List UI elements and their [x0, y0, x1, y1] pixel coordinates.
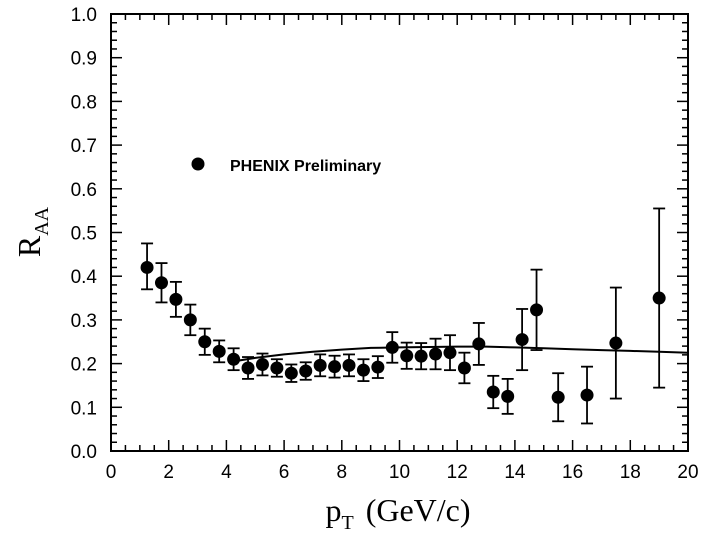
y-tick-label: 1.0 [71, 5, 97, 26]
y-tick-label: 0.8 [71, 92, 97, 113]
data-point [385, 340, 399, 354]
ticks [110, 13, 689, 452]
data-point [154, 276, 168, 290]
y-tick-label: 0.0 [71, 442, 97, 463]
y-tick-label: 0.6 [71, 180, 97, 201]
svg-text:pT(GeV/c): pT (GeV/c) [325, 492, 470, 534]
data-point [443, 346, 457, 360]
data-point [515, 333, 529, 347]
x-tick-label: 20 [677, 462, 698, 483]
x-tick-label: 8 [337, 462, 348, 483]
x-axis-title-rest: (GeV/c) [366, 492, 471, 528]
x-tick-label: 2 [163, 462, 174, 483]
data-point [414, 349, 428, 363]
y-tick-label: 0.3 [71, 311, 97, 332]
data-point [551, 390, 565, 404]
y-axis-title-sub: AA [31, 206, 53, 235]
x-tick-label: 4 [221, 462, 232, 483]
data-point [652, 291, 666, 305]
data-point [342, 358, 356, 372]
data-point [169, 292, 183, 306]
data-point [198, 335, 212, 349]
data-point [227, 352, 241, 366]
x-tick-label: 0 [106, 462, 117, 483]
y-tick-label: 0.9 [71, 49, 97, 70]
x-tick-label: 12 [447, 462, 468, 483]
x-tick-label: 14 [504, 462, 526, 483]
legend: PHENIX Preliminary [191, 157, 381, 175]
data-point [284, 366, 298, 380]
legend-marker [191, 157, 205, 171]
data-point [472, 337, 486, 351]
data-point [486, 385, 500, 399]
theory-curve-line [233, 345, 689, 363]
x-tick-label: 10 [389, 462, 410, 483]
theory-curve [233, 345, 689, 363]
y-axis-title: RAA [11, 206, 53, 257]
x-tick-label: 6 [279, 462, 290, 483]
data-point [530, 303, 544, 317]
svg-text:RAA: RAA [11, 206, 53, 257]
data-point [429, 347, 443, 361]
data-points [140, 260, 666, 404]
x-axis-title-main: p [325, 492, 341, 528]
data-point [328, 360, 342, 374]
legend-label: PHENIX Preliminary [230, 158, 381, 175]
data-point [371, 360, 385, 374]
data-point [356, 363, 370, 377]
y-tick-label: 0.7 [71, 136, 97, 157]
data-point [183, 313, 197, 327]
data-point [255, 357, 269, 371]
data-point [400, 349, 414, 363]
data-point [313, 358, 327, 372]
axes [110, 13, 689, 452]
y-tick-label: 0.2 [71, 355, 97, 376]
x-axis-title-sub: T [341, 512, 353, 534]
data-point [140, 260, 154, 274]
y-axis-title-main: R [11, 235, 47, 257]
y-tick-label: 0.1 [71, 398, 97, 419]
data-point [501, 389, 515, 403]
y-tick-label: 0.4 [71, 267, 98, 288]
data-point [299, 364, 313, 378]
data-point [212, 344, 226, 358]
x-axis-title: pT (GeV/c) [325, 492, 470, 534]
data-point [580, 388, 594, 402]
x-tick-label: 16 [562, 462, 583, 483]
data-point [241, 361, 255, 375]
tick-labels: 0 2 4 6 8 10 12 14 16 18 20 0.0 0.1 0.2 0.3 0.4 0.5 0.6 0.… [71, 5, 699, 483]
data-point [609, 336, 623, 350]
plot-frame [110, 13, 689, 452]
data-point [457, 361, 471, 375]
y-tick-label: 0.5 [71, 224, 97, 245]
x-tick-label: 18 [620, 462, 641, 483]
data-point [270, 361, 284, 375]
